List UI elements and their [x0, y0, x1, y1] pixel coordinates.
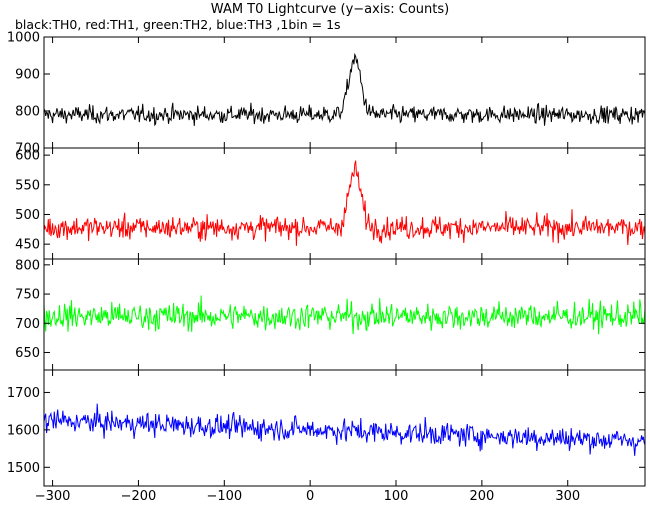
- panel-frame: [43, 369, 646, 487]
- panel-th3: 1500 1600 1700: [7, 369, 646, 487]
- y-tick-label: 700: [15, 317, 40, 332]
- y-tick-label: 500: [15, 208, 40, 223]
- lightcurve-th1: [44, 160, 645, 246]
- x-tick-label: −100: [206, 489, 242, 504]
- lightcurve-th3: [44, 403, 645, 456]
- y-tick-label: 550: [15, 178, 40, 193]
- y-tick-label: 1700: [7, 386, 40, 401]
- y-tick-label: 1000: [7, 31, 40, 46]
- y-tick-label: 1600: [7, 423, 40, 438]
- lightcurve-th2: [44, 295, 645, 335]
- chart-title: WAM T0 Lightcurve (y−axis: Counts): [211, 2, 449, 17]
- y-tick-label: 800: [15, 258, 40, 273]
- panel-frame: [43, 36, 646, 149]
- x-tick-label: 300: [555, 489, 580, 504]
- y-tick-label: 450: [15, 238, 40, 253]
- x-tick-label: −200: [121, 489, 157, 504]
- y-tick-label: 1500: [7, 461, 40, 476]
- x-tick-label: 200: [469, 489, 494, 504]
- lightcurve-th0: [44, 52, 645, 127]
- y-tick-label: 650: [15, 346, 40, 361]
- panel-th0: 700 800 900 1000: [7, 31, 646, 157]
- panel-th2: 650 700 750 800: [15, 258, 646, 371]
- y-tick-label: 600: [15, 149, 40, 164]
- y-tick-label: 750: [15, 288, 40, 303]
- x-tick-label: 0: [306, 489, 314, 504]
- y-tick-label: 700: [15, 142, 40, 157]
- panel-th1: 450 500 550 600: [15, 147, 646, 260]
- chart-subtitle: black:TH0, red:TH1, green:TH2, blue:TH3 …: [15, 17, 341, 32]
- y-tick-label: 800: [15, 105, 40, 120]
- x-tick-label: 100: [384, 489, 409, 504]
- x-axis: −300 −200 −100 0 100 200 300: [35, 489, 580, 504]
- panel-frame: [43, 147, 646, 260]
- y-tick-label: 900: [15, 68, 40, 83]
- panels-layer: 700 800 900 1000 450 500 550 600 650 700 750 800 150…: [7, 31, 646, 487]
- x-tick-label: −300: [35, 489, 71, 504]
